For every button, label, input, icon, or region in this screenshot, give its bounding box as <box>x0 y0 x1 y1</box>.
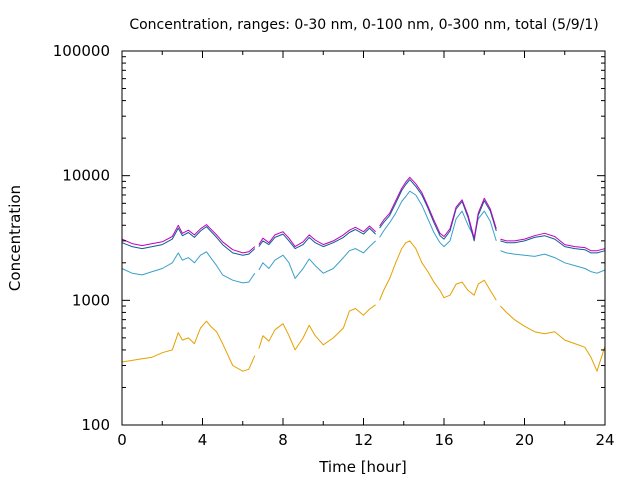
x-tick-label: 12 <box>354 431 373 449</box>
series-line-1 <box>121 240 606 372</box>
x-tick-label: 24 <box>595 431 614 449</box>
series-line-2 <box>121 190 606 284</box>
x-tick-label: 20 <box>515 431 534 449</box>
y-tick-label: 100 <box>81 416 110 434</box>
y-tick-label: 1000 <box>72 291 110 309</box>
series-line-3 <box>121 179 606 256</box>
y-axis: 100 1000 10000 100000 <box>53 42 605 434</box>
x-tick-label: 8 <box>278 431 288 449</box>
series-line-4 <box>121 176 606 254</box>
series-layer <box>121 176 606 372</box>
x-axis: 0 4 8 12 16 20 24 <box>117 51 615 449</box>
y-axis-label: Concentration <box>6 185 24 291</box>
x-tick-label: 0 <box>117 431 127 449</box>
y-tick-label: 100000 <box>53 42 110 60</box>
x-tick-label: 4 <box>198 431 208 449</box>
x-axis-label: Time [hour] <box>318 458 407 476</box>
y-tick-label: 10000 <box>62 167 110 185</box>
x-tick-label: 16 <box>434 431 453 449</box>
chart-title: Concentration, ranges: 0-30 nm, 0-100 nm… <box>129 17 598 33</box>
